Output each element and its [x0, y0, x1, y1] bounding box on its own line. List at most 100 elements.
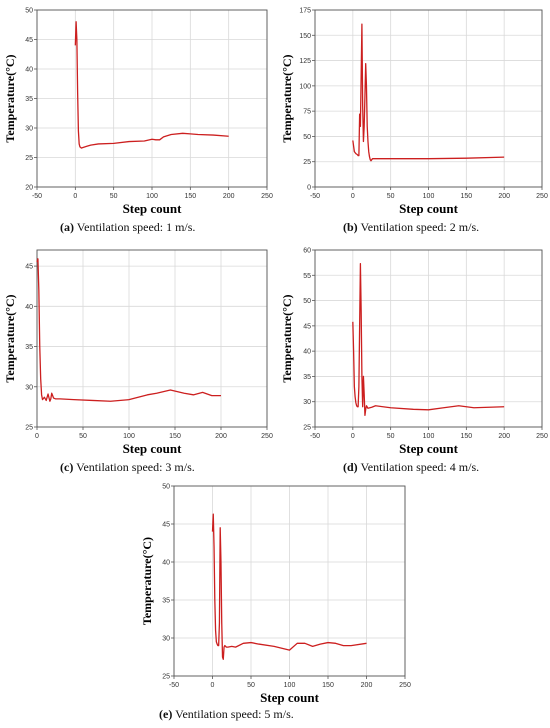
temperature-series-line [36, 258, 221, 402]
chart-panel-d: -50 0 50 100 150 200 250 25 30 35 40 45 50 55 60 Step c… [275, 240, 550, 480]
x-tick-label: 250 [261, 193, 273, 200]
caption-e: (e) Ventilation speed: 5 m/s. [159, 707, 294, 722]
x-tick-label: 250 [536, 193, 548, 200]
caption-d-letter: (d) [343, 460, 358, 474]
x-tick-label: 150 [460, 433, 472, 440]
y-tick-label: 50 [303, 298, 311, 305]
line-chart-e: -50 0 50 100 150 200 250 25 30 35 40 45 50 Step count… [140, 484, 411, 706]
x-tick-label: 50 [110, 193, 118, 200]
grid [173, 485, 406, 677]
caption-b-text: Ventilation speed: 2 m/s. [357, 220, 480, 234]
temperature-series-line [352, 23, 505, 162]
grid [36, 250, 268, 428]
line-chart-c: 0 50 100 150 200 250 25 30 35 40 45 Step count Tempe… [3, 249, 273, 456]
temperature-series-line [211, 513, 367, 660]
y-tick-label: 30 [162, 636, 170, 643]
y-tick-label: 150 [299, 33, 311, 40]
chart-panel-e: -50 0 50 100 150 200 250 25 30 35 40 45 50 Step count… [137, 478, 412, 728]
x-tick-label: -50 [169, 682, 179, 689]
y-tick-label: 45 [25, 37, 33, 44]
x-tick-label: 100 [423, 433, 435, 440]
grid [36, 9, 268, 188]
x-axis-label: Step count [260, 690, 320, 705]
y-axis-label: Temperature(°C) [3, 294, 17, 382]
y-tick-label: 0 [307, 185, 311, 192]
x-tick-label: 100 [423, 193, 435, 200]
y-tick-label: 35 [25, 344, 33, 351]
x-tick-label: 100 [284, 682, 296, 689]
x-tick-label: 0 [351, 433, 355, 440]
y-tick-label: 75 [303, 109, 311, 116]
y-tick-label: 45 [303, 323, 311, 330]
y-tick-label: 40 [25, 67, 33, 74]
x-tick-label: 50 [79, 433, 87, 440]
caption-c: (c) Ventilation speed: 3 m/s. [60, 460, 195, 475]
y-tick-label: 175 [299, 8, 311, 15]
x-tick-label: 50 [387, 193, 395, 200]
x-tick-label: -50 [310, 433, 320, 440]
plot-frame [36, 249, 268, 428]
x-tick-label: 100 [146, 193, 158, 200]
y-tick-label: 30 [25, 384, 33, 391]
x-axis-label: Step count [399, 441, 459, 456]
x-tick-label: 150 [169, 433, 181, 440]
x-tick-label: 150 [460, 193, 472, 200]
y-tick-label: 35 [162, 598, 170, 605]
temperature-series-line [352, 262, 505, 417]
chart-panel-a: -50 0 50 100 150 200 250 20 25 30 35 40 45 50 Step cou… [0, 0, 275, 240]
line-chart-a: -50 0 50 100 150 200 250 20 25 30 35 40 45 50 Step cou… [3, 8, 273, 217]
y-axis-label: Temperature(°C) [140, 537, 154, 625]
x-tick-label: -50 [32, 193, 42, 200]
caption-d-text: Ventilation speed: 4 m/s. [357, 460, 480, 474]
x-tick-label: 0 [73, 193, 77, 200]
caption-e-text: Ventilation speed: 5 m/s. [172, 707, 294, 721]
chart-panel-b: -50 0 50 100 150 200 250 0 25 50 75 100 125 150 175 Ste… [275, 0, 550, 240]
y-axis-label: Temperature(°C) [280, 294, 294, 382]
x-tick-label: 250 [536, 433, 548, 440]
y-axis-label: Temperature(°C) [3, 54, 17, 142]
y-tick-label: 40 [25, 304, 33, 311]
y-tick-label: 50 [25, 8, 33, 15]
chart-panel-c: 0 50 100 150 200 250 25 30 35 40 45 Step count Tempe… [0, 240, 275, 480]
caption-a-letter: (a) [60, 220, 74, 234]
grid [314, 9, 543, 188]
y-tick-label: 25 [303, 425, 311, 432]
x-tick-label: 250 [261, 433, 273, 440]
x-tick-label: 200 [223, 193, 235, 200]
y-tick-label: 100 [299, 83, 311, 90]
x-tick-label: 200 [498, 193, 510, 200]
caption-a-text: Ventilation speed: 1 m/s. [74, 220, 196, 234]
x-tick-label: 200 [498, 433, 510, 440]
y-tick-label: 30 [25, 126, 33, 133]
x-tick-label: 150 [322, 682, 334, 689]
y-tick-label: 40 [162, 560, 170, 567]
x-tick-label: 150 [184, 193, 196, 200]
y-tick-label: 25 [25, 425, 33, 432]
y-tick-label: 45 [25, 264, 33, 271]
y-tick-label: 60 [303, 248, 311, 255]
x-tick-label: 0 [35, 433, 39, 440]
y-tick-label: 25 [303, 159, 311, 166]
temperature-series-line [74, 21, 229, 149]
x-tick-label: 0 [351, 193, 355, 200]
y-tick-label: 30 [303, 399, 311, 406]
x-axis-label: Step count [123, 201, 183, 216]
y-tick-label: 35 [25, 96, 33, 103]
x-tick-label: 50 [387, 433, 395, 440]
x-tick-label: 0 [211, 682, 215, 689]
x-axis-label: Step count [123, 441, 183, 456]
y-tick-label: 25 [25, 155, 33, 162]
y-tick-label: 25 [162, 674, 170, 681]
x-tick-label: -50 [310, 193, 320, 200]
line-chart-d: -50 0 50 100 150 200 250 25 30 35 40 45 50 55 60 Step c… [280, 248, 548, 457]
y-tick-label: 125 [299, 58, 311, 65]
caption-c-letter: (c) [60, 460, 74, 474]
y-tick-label: 20 [25, 185, 33, 192]
caption-d: (d) Ventilation speed: 4 m/s. [343, 460, 479, 475]
line-chart-b: -50 0 50 100 150 200 2500255075100125150175Ste… [280, 8, 548, 217]
x-tick-label: 200 [215, 433, 227, 440]
y-tick-label: 35 [303, 374, 311, 381]
caption-c-text: Ventilation speed: 3 m/s. [73, 460, 195, 474]
grid [314, 249, 543, 428]
x-tick-label: 250 [399, 682, 411, 689]
